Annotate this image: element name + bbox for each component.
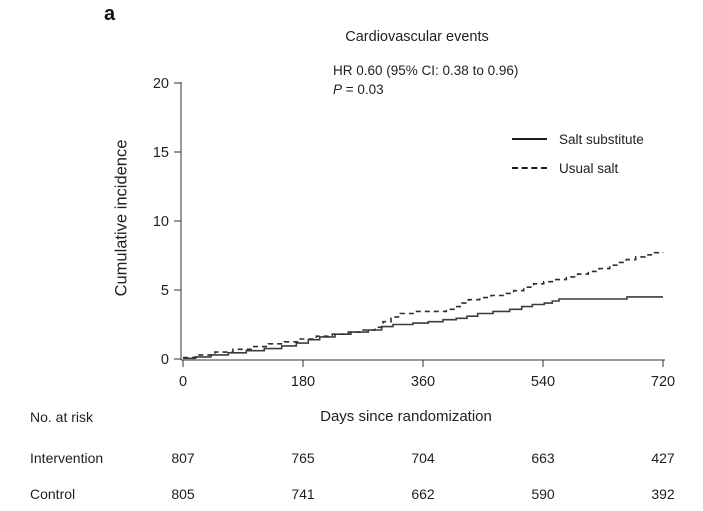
- risk-row-label-intervention: Intervention: [30, 450, 104, 466]
- x-tick-label: 360: [411, 374, 435, 390]
- x-tick-label: 0: [179, 374, 187, 390]
- legend-label: Salt substitute: [559, 131, 644, 147]
- risk-cell: 765: [291, 450, 315, 466]
- chart-title: Cardiovascular events: [345, 29, 489, 45]
- y-tick-label: 0: [161, 352, 169, 368]
- y-tick-label: 10: [153, 214, 169, 230]
- legend-item-usual-salt: Usual salt: [512, 160, 682, 176]
- y-tick-label: 20: [153, 76, 169, 92]
- risk-cell: 590: [531, 486, 555, 502]
- risk-cell: 741: [291, 486, 315, 502]
- risk-cell: 663: [531, 450, 555, 466]
- risk-cell: 807: [171, 450, 195, 466]
- risk-row-label-control: Control: [30, 486, 76, 502]
- hr-annotation: HR 0.60 (95% CI: 0.38 to 0.96): [333, 63, 519, 78]
- risk-cell: 392: [651, 486, 675, 502]
- legend-label: Usual salt: [559, 160, 619, 176]
- p-label: P: [333, 82, 343, 97]
- risk-table-header: No. at risk: [30, 409, 94, 425]
- x-tick-label: 720: [651, 374, 675, 390]
- risk-cell: 704: [411, 450, 435, 466]
- series-dashed: [183, 251, 664, 359]
- dashed-line-sample-icon: [512, 167, 547, 169]
- y-tick-label: 15: [153, 145, 169, 161]
- solid-line-sample-icon: [512, 138, 547, 140]
- risk-cell: 805: [171, 486, 195, 502]
- x-tick-label: 180: [291, 374, 315, 390]
- risk-cell: 427: [651, 450, 675, 466]
- x-tick-label: 540: [531, 374, 555, 390]
- risk-cell: 662: [411, 486, 435, 502]
- x-axis-label: Days since randomization: [320, 408, 492, 425]
- y-tick-label: 5: [161, 283, 169, 299]
- legend-item-salt-substitute: Salt substitute: [512, 131, 682, 147]
- p-value-annotation: P = 0.03: [333, 82, 384, 97]
- p-value: = 0.03: [342, 82, 384, 97]
- panel-label: a: [104, 3, 116, 25]
- series-solid: [183, 296, 663, 360]
- y-axis-label: Cumulative incidence: [112, 139, 131, 297]
